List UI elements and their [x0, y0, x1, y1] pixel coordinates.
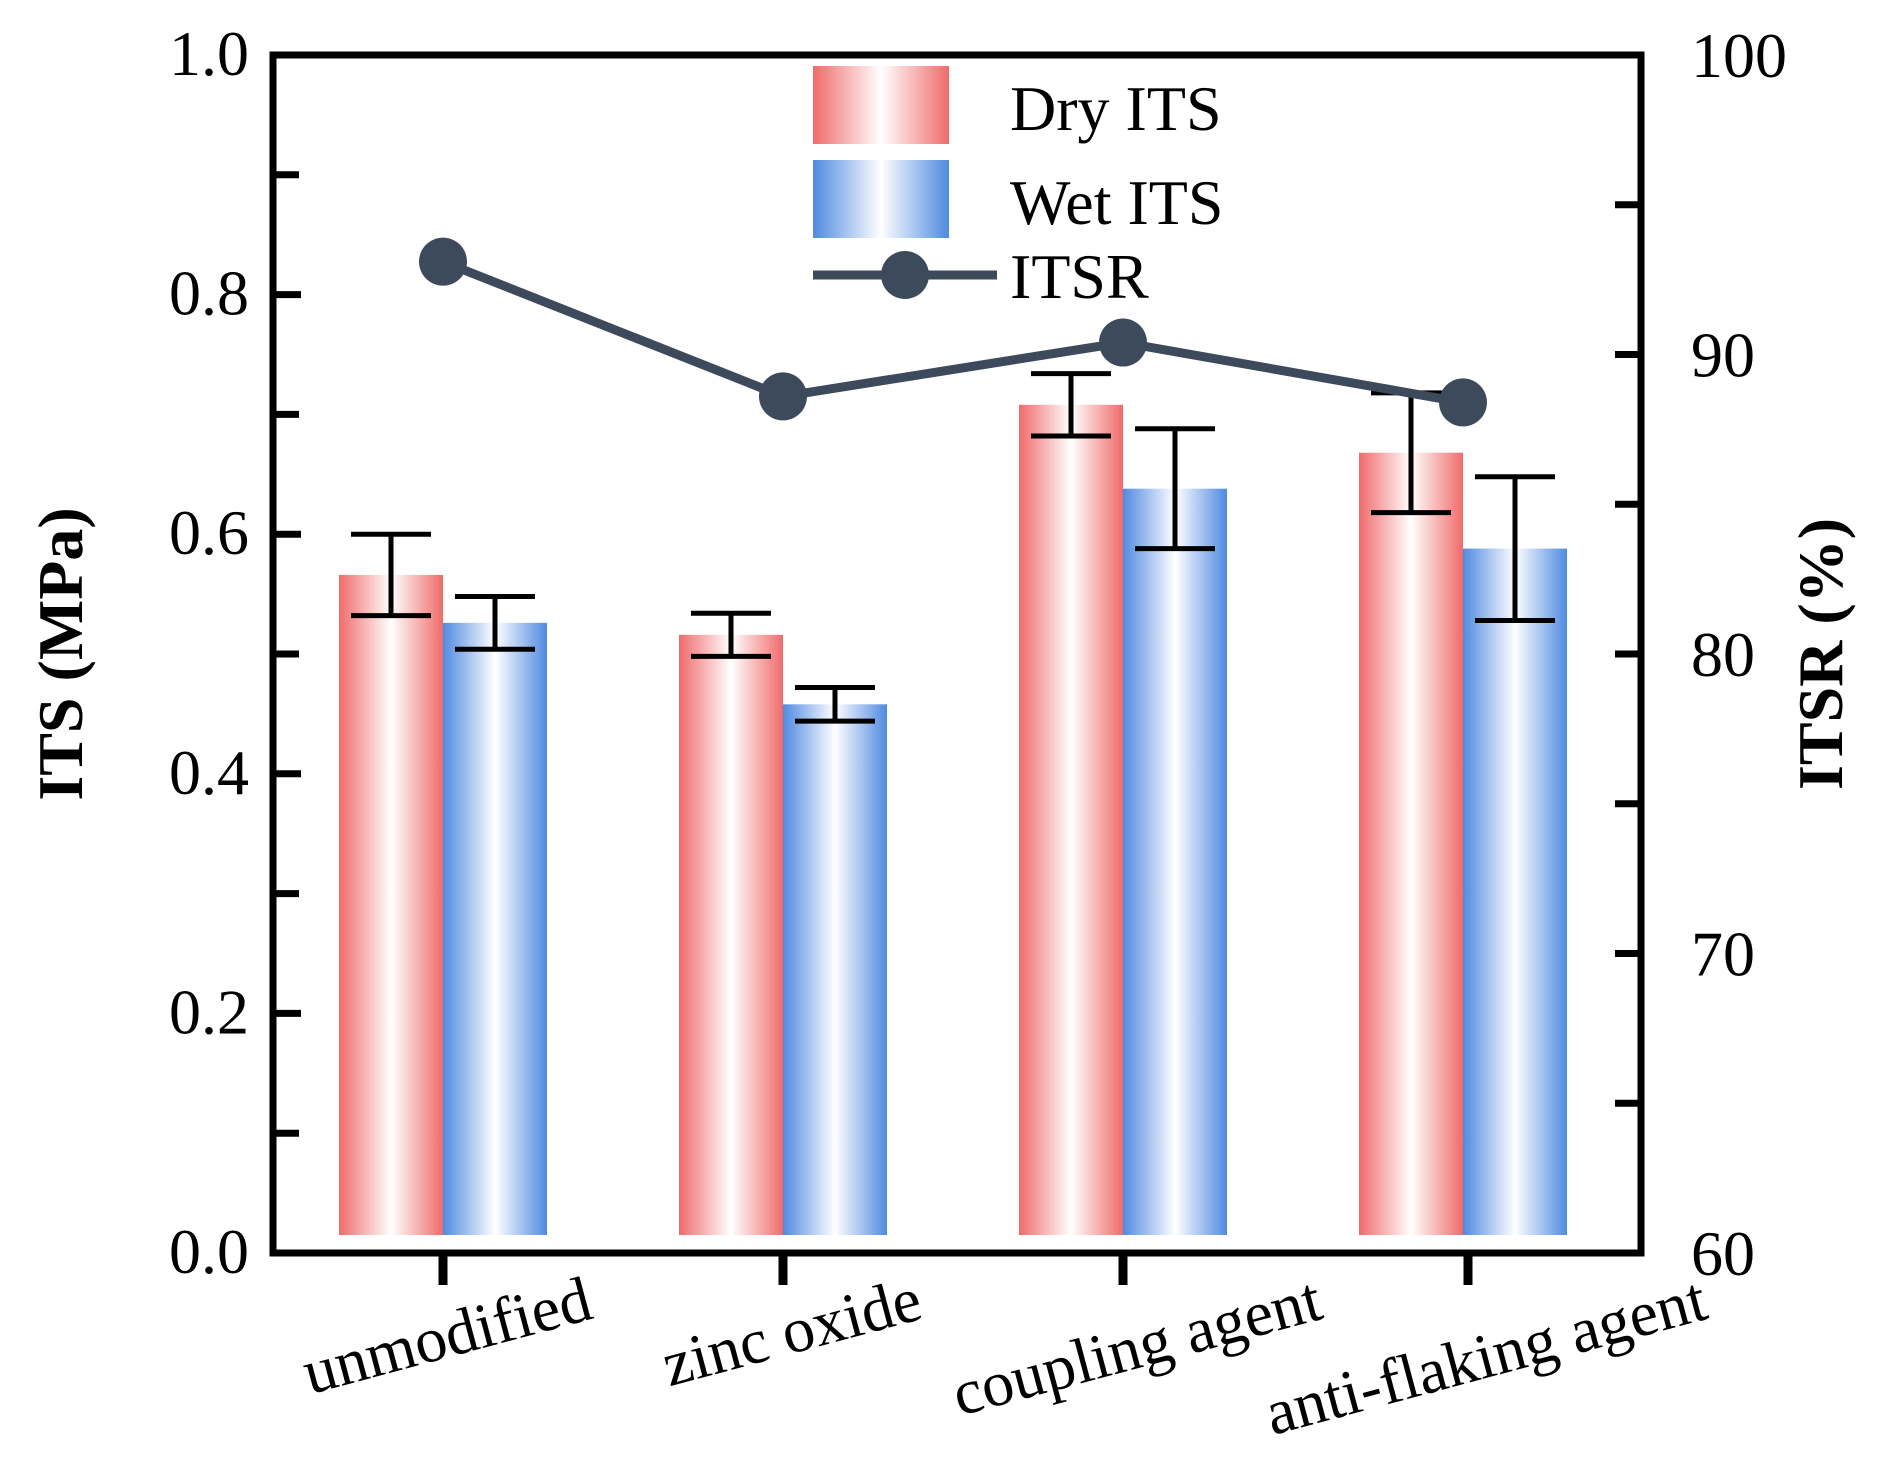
legend-label-itsr: ITSR	[1010, 241, 1149, 312]
bar-dry-its-zinc-oxide	[679, 634, 783, 1235]
left-tick-label: 0.8	[169, 258, 249, 329]
left-tick-label: 0.6	[169, 497, 249, 568]
legend: Dry ITS Wet ITS ITSR	[813, 66, 1223, 312]
left-tick-label: 1.0	[169, 18, 249, 89]
x-tick-label-anti-flaking-agent: anti-flaking agent	[1258, 1263, 1714, 1449]
left-tick-label: 0.4	[169, 737, 249, 808]
legend-swatch-wet-its	[813, 160, 949, 238]
error-bar-dry-its-coupling-agent	[1031, 371, 1111, 439]
right-tick-label: 60	[1691, 1218, 1755, 1289]
error-bar-wet-its-coupling-agent	[1135, 426, 1215, 552]
legend-label-wet-its: Wet ITS	[1010, 167, 1223, 238]
itsr-point-zinc-oxide	[759, 372, 807, 421]
left-tick-label: 0.2	[169, 976, 249, 1047]
legend-label-dry-its: Dry ITS	[1010, 73, 1222, 144]
error-bar-wet-its-anti-flaking-agent	[1475, 474, 1555, 623]
y-axis-title: ITS (MPa)	[25, 507, 96, 800]
itsr-point-coupling-agent	[1099, 318, 1147, 367]
bar-wet-its-zinc-oxide	[783, 704, 887, 1235]
itsr-point-anti-flaking-agent	[1439, 378, 1487, 427]
x-tick-label-zinc-oxide: zinc oxide	[654, 1263, 928, 1400]
x-axis: unmodified zinc oxide coupling agentanti-f…	[295, 1253, 1714, 1449]
error-bar-wet-its-zinc-oxide	[795, 685, 875, 724]
bar-wet-its-unmodified	[443, 622, 547, 1235]
right-axis: 60 70 80 90 100	[1615, 20, 1787, 1289]
itsr-line	[441, 257, 1464, 407]
right-tick-label: 70	[1691, 919, 1755, 990]
legend-swatch-dry-its	[813, 66, 949, 144]
bar-dry-its-unmodified	[339, 574, 443, 1235]
bar-dry-its-anti-flaking-agent	[1359, 452, 1463, 1236]
right-tick-label: 80	[1691, 619, 1755, 690]
itsr-point-unmodified	[419, 237, 467, 286]
y2-axis-title: ITSR (%)	[1785, 518, 1856, 790]
bar-wet-its-anti-flaking-agent	[1463, 548, 1567, 1235]
bar-wet-its-coupling-agent	[1123, 488, 1227, 1235]
itsr-line-layer	[419, 237, 1487, 427]
left-tick-label: 0.0	[169, 1216, 249, 1287]
error-bars-layer	[351, 371, 1555, 724]
error-bar-dry-its-unmodified	[351, 531, 431, 619]
bars-layer	[339, 404, 1567, 1236]
bar-dry-its-coupling-agent	[1019, 404, 1123, 1235]
error-bar-wet-its-unmodified	[455, 593, 535, 652]
legend-marker-itsr	[881, 251, 929, 299]
right-tick-label: 90	[1691, 320, 1755, 391]
right-tick-label: 100	[1691, 20, 1787, 91]
error-bar-dry-its-zinc-oxide	[691, 610, 771, 659]
left-axis: 0.0 0.2 0.4 0.6 0.8 1.0	[169, 18, 301, 1287]
